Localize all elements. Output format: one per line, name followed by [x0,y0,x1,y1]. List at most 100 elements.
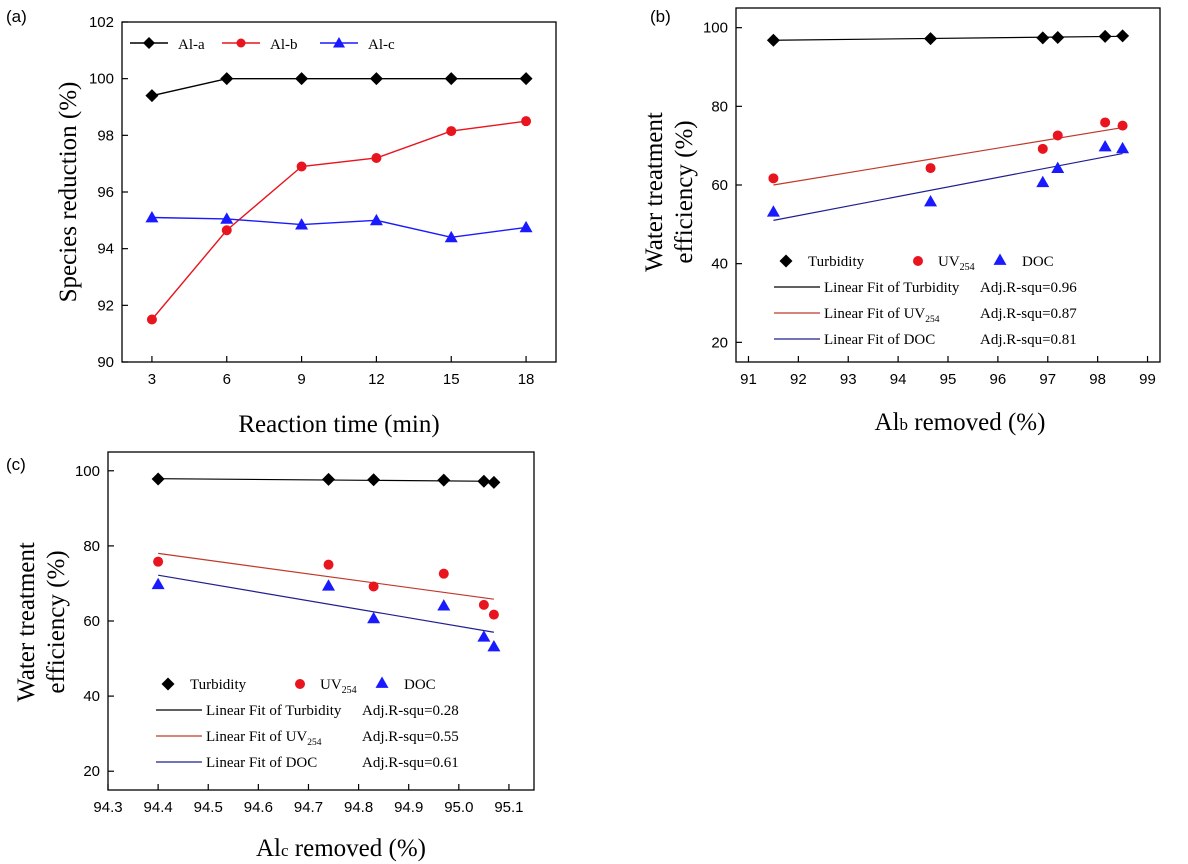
data-point-doc [367,611,381,624]
panel-c-xlabel-main: Al [256,835,281,862]
data-point-turbidity [477,474,491,488]
legend-label-uv254: UV254 [938,254,975,273]
data-point-al-b [446,126,457,137]
legend-uv-main: UV [320,677,342,693]
fit-line-2 [773,152,1123,221]
legend-marker-al-c [333,37,345,48]
series-line-al-a [151,77,527,97]
data-point-turbidity [367,473,381,487]
panel-c-x-tick-label: 94.5 [194,799,223,816]
data-point-turbidity [437,473,451,487]
data-point-uv254 [768,173,779,184]
panel-a-label: (a) [6,7,27,26]
legend-label-doc: DOC [404,677,436,693]
data-point-turbidity [487,475,501,489]
panel-a-legend: Al-a Al-b Al-c [130,37,395,53]
legend-label-al-b: Al-b [270,37,298,53]
panel-b-x-tick-label: 96 [990,371,1007,388]
legend-fit-uv-main: Linear Fit of UV [824,306,925,322]
panel-b-y-tick-label: 100 [703,20,728,37]
panel-c-x-tick-label: 94.4 [144,799,173,816]
legend-uv-sub: 254 [342,685,357,696]
panel-b: (b) 91 92 93 94 95 96 97 98 99 20 40 60 80 100 Turbid… [641,7,1161,436]
panel-a-y-axis-label: Species reduction (%) [55,82,82,303]
panel-b-x-tick-label: 98 [1089,371,1106,388]
data-point-al-c [220,212,234,224]
fit-line-2 [158,574,495,633]
legend-uv-main: UV [938,254,960,270]
legend-fit-uv-sub: 254 [925,315,940,325]
series-line-al-b [151,120,527,320]
legend-label-uv254: UV254 [320,677,357,696]
panel-c-xlabel-sub: c [281,841,289,860]
legend-label-turbidity: Turbidity [808,254,865,270]
legend-fit-label-1: Linear Fit of UV254 [206,729,322,748]
panel-b-y-tick-label: 20 [711,334,728,351]
panel-b-y-tick-label: 40 [711,256,728,273]
legend-fit-r2-0: Adj.R-squ=0.28 [362,703,459,719]
data-point-doc [437,599,451,611]
panel-a-x-tick-label: 18 [518,371,535,388]
legend-marker-al-a [143,37,155,49]
panel-b-fit-lines [773,35,1123,221]
legend-fit-label-2: Linear Fit of DOC [206,755,317,771]
panel-c-x-axis-label: Alc removed (%) [256,835,426,862]
panel-a-y-tick-label: 98 [97,127,114,144]
data-point-al-b [146,314,157,325]
panel-c-y-tick-label: 20 [83,763,100,780]
data-point-turbidity [1116,29,1130,43]
data-point-uv254 [1052,130,1063,141]
panel-a-plot-frame [121,21,557,363]
panel-a-x-tick-label: 15 [443,371,460,388]
data-point-uv254 [488,609,499,620]
legend-marker-al-b [236,38,246,48]
panel-a-y-tick-label: 102 [89,14,114,31]
panel-c-y-axis-label-line2: efficiency (%) [43,550,70,693]
panel-a-y-tick-label: 96 [97,184,114,201]
data-point-turbidity [1036,31,1050,45]
panel-a-x-tick-label: 3 [148,371,156,388]
legend-fit-label-1: Linear Fit of UV254 [824,306,940,325]
data-point-doc [766,205,780,217]
data-point-uv254 [1117,120,1128,131]
data-point-al-a [145,89,159,103]
data-point-doc [322,579,336,591]
panel-b-xlabel-main: Al [875,409,900,436]
panel-a-x-axis-label: Reaction time (min) [238,411,439,438]
data-point-doc [151,577,165,590]
legend-label-doc: DOC [1022,254,1054,270]
panel-c-y-tick-label: 80 [83,538,100,555]
panel-c-x-tick-label: 94.6 [244,799,273,816]
panel-c-y-axis-label-line1: Water treatment [13,542,40,702]
legend-fit-r2-0: Adj.R-squ=0.96 [980,280,1077,296]
legend-fit-r2-2: Adj.R-squ=0.61 [362,755,459,771]
data-point-uv254 [153,556,164,567]
data-point-uv254 [368,581,379,592]
data-point-al-b [221,225,232,236]
legend-marker-turbidity [779,254,793,268]
panel-b-x-tick-label: 92 [790,371,807,388]
panel-b-ticks: 91 92 93 94 95 96 97 98 99 20 40 60 80 100 [703,20,1156,388]
panel-b-y-tick-label: 60 [711,177,728,194]
legend-marker-doc [375,676,389,688]
panel-b-x-axis-label: Alb removed (%) [875,409,1046,436]
legend-fit-r2-1: Adj.R-squ=0.87 [980,306,1077,322]
panel-a-y-tick-label: 94 [97,241,114,258]
legend-fit-uv-main: Linear Fit of UV [206,729,307,745]
data-point-al-c [519,220,533,233]
data-point-al-a [519,72,533,86]
legend-label-al-a: Al-a [178,37,205,53]
data-point-uv254 [478,599,489,610]
panel-a-markers [145,72,533,325]
panel-b-plot-frame [735,7,1161,363]
panel-a-x-tick-label: 12 [368,371,385,388]
data-point-al-b [521,116,532,127]
data-point-doc [487,640,501,652]
panel-b-xlabel-sub: b [900,415,909,434]
panel-b-y-axis-label-line2: efficiency (%) [671,120,698,263]
data-point-uv254 [1037,143,1048,154]
panel-c-x-tick-label: 94.9 [394,799,423,816]
panel-c-x-tick-label: 94.7 [294,799,323,816]
